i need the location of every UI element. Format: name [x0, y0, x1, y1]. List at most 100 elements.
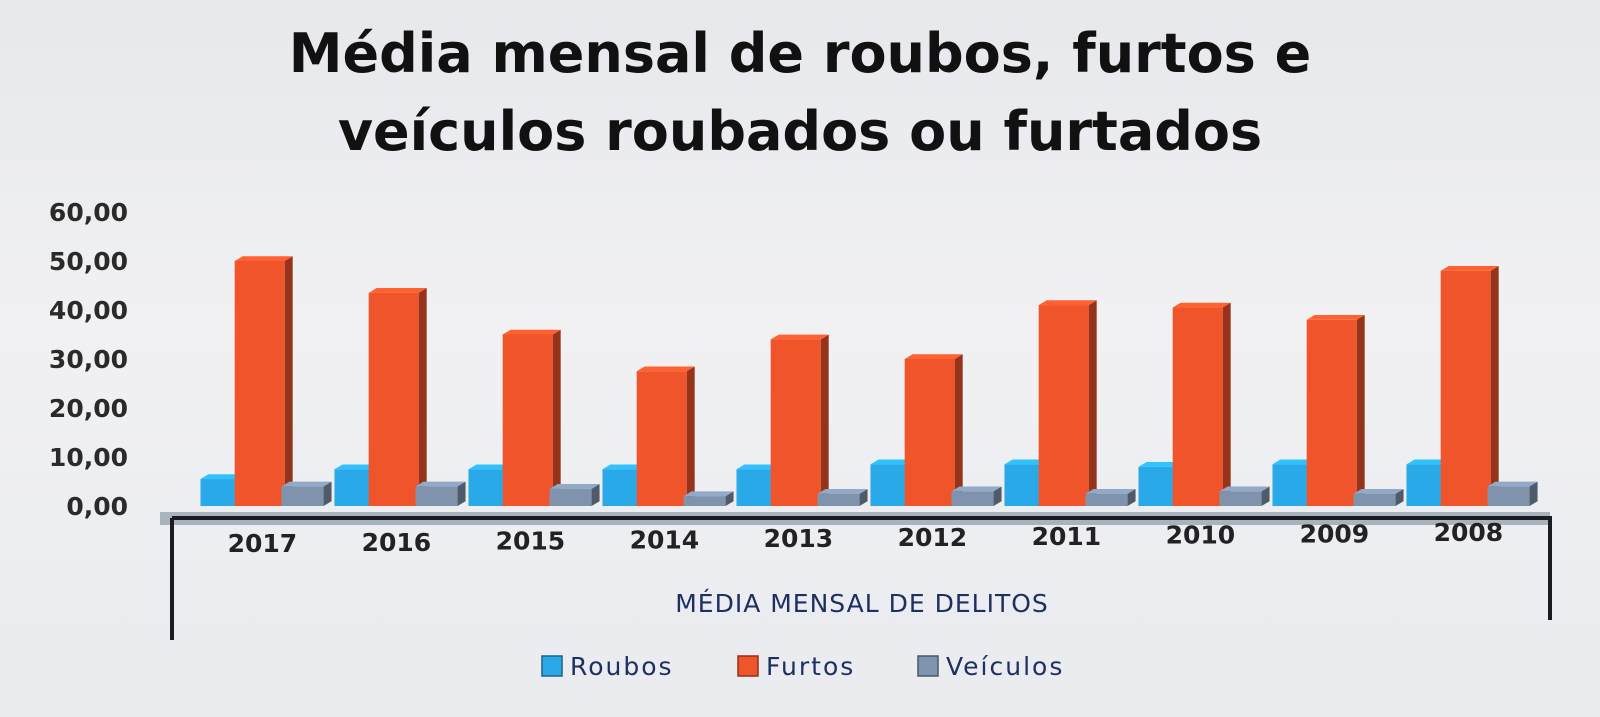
bar-side: [591, 484, 600, 506]
bar-side: [725, 491, 734, 506]
bar-top: [817, 488, 868, 494]
bar-front: [602, 469, 641, 506]
bar-veiculos-2010: [1219, 486, 1270, 506]
bar-side: [686, 366, 695, 506]
bar-side: [820, 334, 829, 506]
bar-side: [1127, 488, 1136, 506]
bar-top: [904, 354, 963, 359]
bar-furtos-2010: [1172, 302, 1231, 506]
bar-top: [1085, 488, 1136, 494]
legend-label-roubos: Roubos: [570, 652, 674, 681]
x-tick-label: 2016: [362, 528, 432, 557]
bar-top: [1172, 302, 1231, 308]
bar-side: [1395, 488, 1404, 506]
bar-front: [334, 469, 373, 506]
bar-side: [284, 256, 293, 506]
bar-top: [502, 329, 561, 335]
legend-label-veiculos: Veículos: [946, 652, 1064, 681]
bar-furtos-2015: [502, 329, 561, 506]
x-tick-label: 2009: [1300, 519, 1370, 548]
bar-side: [993, 486, 1002, 506]
chart-title-line-1: Média mensal de roubos, furtos e: [289, 22, 1312, 85]
bar-front: [368, 292, 419, 506]
bar-veiculos-2011: [1085, 488, 1136, 506]
bar-front: [1353, 493, 1396, 506]
bars: [200, 256, 1538, 506]
y-tick-label: 0,00: [66, 492, 128, 521]
bar-top: [770, 334, 829, 340]
bar-front: [1406, 464, 1445, 506]
bar-veiculos-2012: [951, 486, 1002, 506]
x-tick-label: 2017: [228, 529, 298, 558]
bar-furtos-2009: [1306, 315, 1365, 506]
bar-side: [457, 481, 466, 506]
bar-front: [1219, 491, 1262, 506]
y-tick-label: 60,00: [49, 198, 128, 227]
bar-furtos-2017: [234, 256, 293, 506]
bar-side: [1088, 300, 1097, 506]
x-tick-label: 2014: [630, 525, 700, 554]
bar-side: [859, 488, 868, 506]
x-tick-label: 2011: [1032, 522, 1102, 551]
category-axis-frame: [170, 516, 1552, 640]
y-tick-label: 40,00: [49, 296, 128, 325]
bar-front: [502, 334, 553, 506]
bar-side: [552, 329, 561, 506]
bar-front: [200, 479, 239, 506]
bar-top: [1306, 315, 1365, 320]
bar-front: [736, 469, 775, 506]
legend: Roubos Furtos Veículos: [541, 652, 1064, 681]
bar-side: [323, 481, 332, 506]
x-axis-labels: 2017 2016 2015 2014 2013 2012 2011 2010 2009 2008: [228, 518, 1504, 558]
x-tick-label: 2008: [1434, 518, 1504, 547]
bar-top: [415, 481, 466, 487]
bar-furtos-2016: [368, 288, 427, 506]
legend-swatch-roubos: [541, 655, 563, 677]
bar-front: [636, 371, 687, 506]
bar-veiculos-2015: [549, 484, 600, 506]
bar-front: [1004, 464, 1043, 506]
y-tick-label: 20,00: [49, 394, 128, 423]
bar-top: [951, 486, 1002, 492]
bar-side: [1356, 315, 1365, 506]
bar-side: [1490, 266, 1499, 506]
bar-front: [1487, 486, 1530, 506]
bar-front: [1306, 319, 1357, 506]
bar-front: [904, 359, 955, 506]
legend-swatch-veiculos: [917, 655, 939, 677]
bar-top: [1487, 481, 1538, 487]
y-tick-label: 10,00: [49, 443, 128, 472]
x-tick-label: 2013: [764, 524, 834, 553]
bar-veiculos-2008: [1487, 481, 1538, 506]
bar-front: [281, 486, 324, 506]
bar-top: [636, 366, 695, 372]
bar-side: [1529, 481, 1538, 506]
x-tick-label: 2012: [898, 523, 968, 552]
bar-furtos-2011: [1038, 300, 1097, 506]
bar-front: [1138, 466, 1177, 506]
bar-furtos-2012: [904, 354, 963, 506]
x-axis-title: MÉDIA MENSAL DE DELITOS: [675, 589, 1049, 618]
bar-top: [1353, 488, 1404, 494]
bar-top: [1219, 486, 1270, 492]
bar-front: [549, 488, 592, 506]
bar-front: [1038, 305, 1089, 506]
bar-front: [951, 491, 994, 506]
y-tick-label: 30,00: [49, 345, 128, 374]
bar-veiculos-2017: [281, 481, 332, 506]
y-tick-label: 50,00: [49, 247, 128, 276]
bar-side: [418, 288, 427, 506]
y-axis-labels: 0,00 10,00 20,00 30,00 40,00 50,00 60,00: [49, 198, 128, 521]
bar-top: [368, 288, 427, 293]
bar-furtos-2014: [636, 366, 695, 506]
bar-front: [415, 486, 458, 506]
bar-front: [1440, 270, 1491, 506]
bar-top: [234, 256, 293, 261]
x-tick-label: 2010: [1166, 521, 1236, 550]
chart-title-line-2: veículos roubados ou furtados: [338, 100, 1262, 163]
bar-front: [1085, 493, 1128, 506]
bar-front: [468, 469, 507, 506]
bar-veiculos-2013: [817, 488, 868, 506]
bar-top: [683, 491, 734, 497]
